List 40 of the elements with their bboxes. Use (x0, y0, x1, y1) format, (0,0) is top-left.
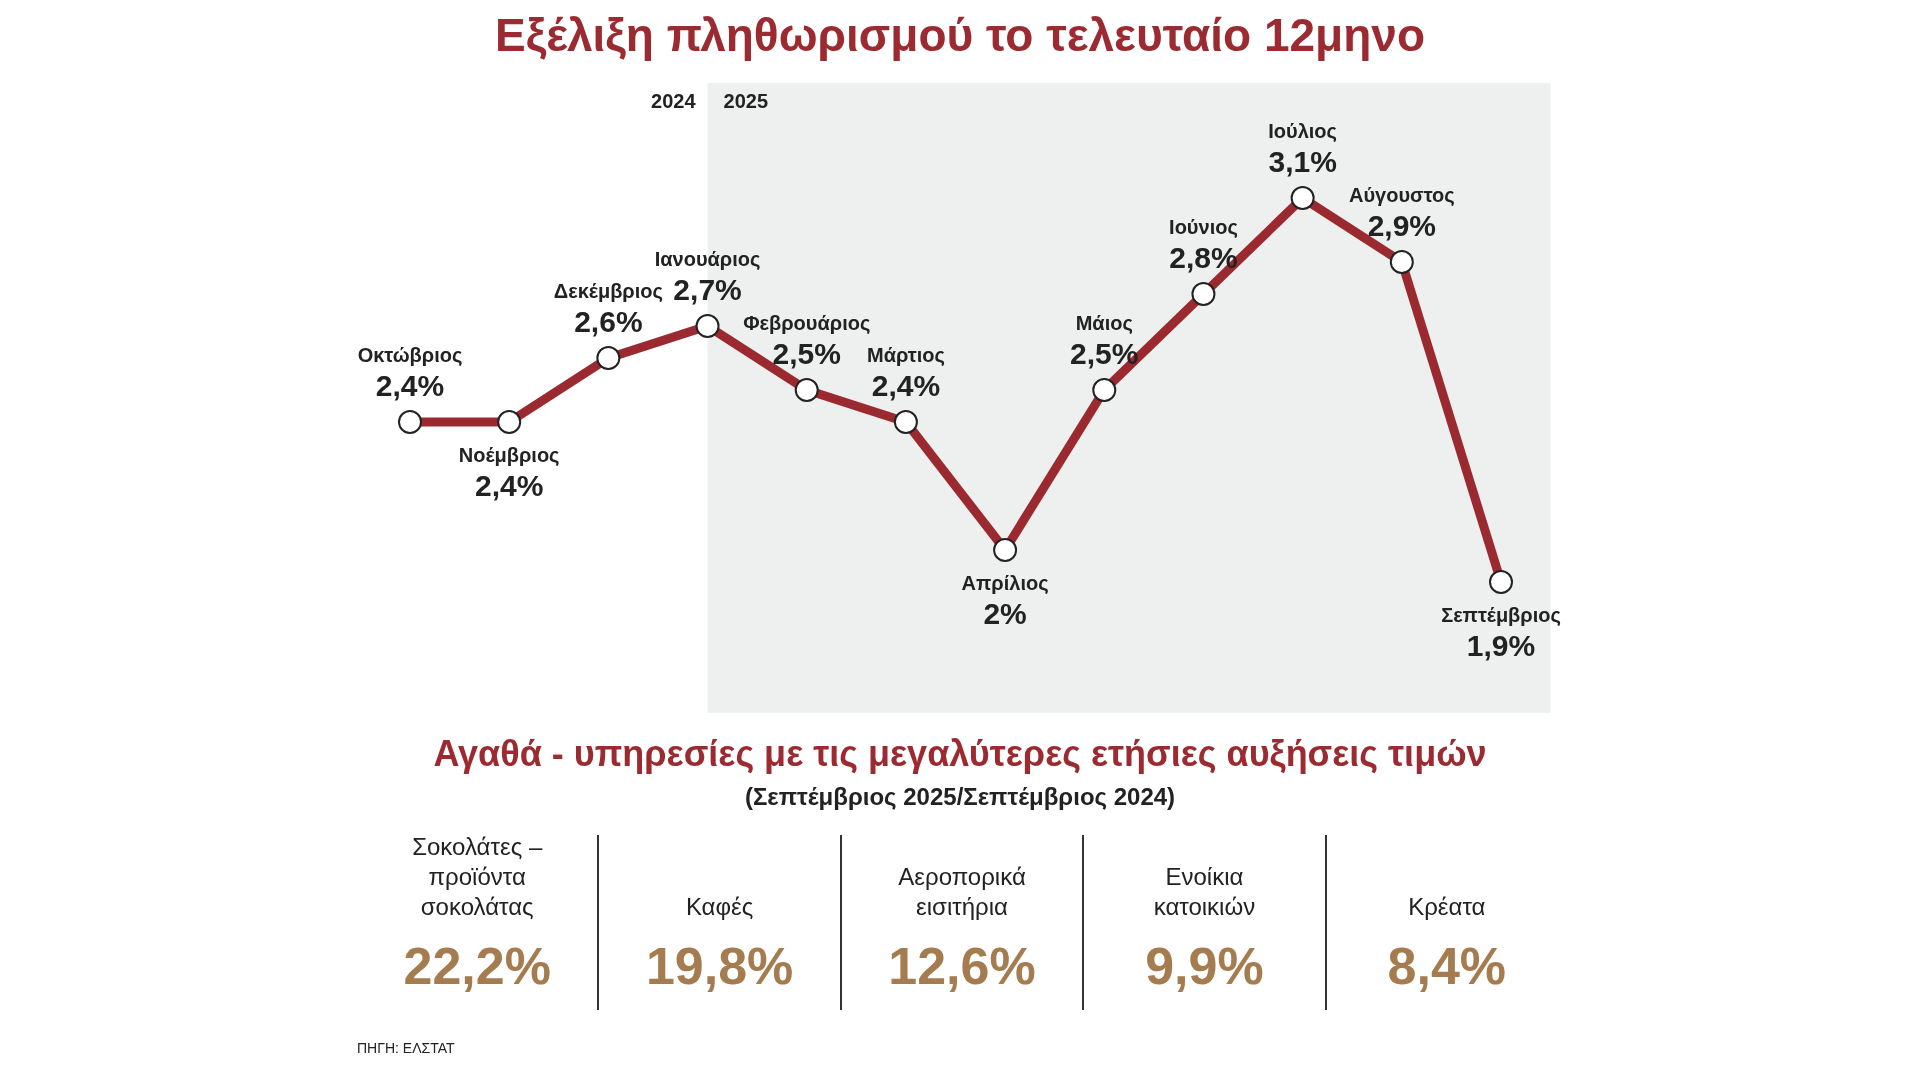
category-label: Κρέατα (1407, 892, 1487, 922)
category-label: Αύγουστος (1348, 183, 1455, 206)
category-label: Φεβρουάριος (743, 311, 871, 334)
category-label: Απρίλιος (961, 571, 1049, 594)
text: ΠΗΓΗ: ΕΛΣΤΑΤ (357, 1040, 455, 1056)
data-label: 2,5% (1070, 337, 1139, 371)
data-label: 2,4% (474, 469, 544, 503)
category-label: Μάρτιος (866, 343, 945, 366)
text: (Σεπτέμβριος 2025/Σεπτέμβριος 2024) (743, 783, 1177, 811)
category-label: Καφές (684, 892, 755, 922)
category-label: Ενοίκια κατοικιών (1152, 862, 1257, 922)
text: 9,9% (1145, 937, 1264, 995)
category-label: Μάιος (1075, 311, 1133, 334)
text: 12,6% (888, 937, 1036, 995)
category-label: Αεροπορικά εισιτήρια (897, 862, 1027, 922)
data-label: 2,6% (574, 305, 643, 339)
data-label: 1,9% (1466, 629, 1536, 663)
category-label: Σοκολάτες – προϊόντα σοκολάτας (411, 832, 544, 922)
data-label: 2,9% (1367, 209, 1437, 243)
category-label: Ιανουάριος (654, 247, 761, 270)
data-label: 2,7% (673, 273, 742, 307)
text: 19,8% (645, 937, 794, 995)
data-label: 2,8% (1169, 241, 1238, 275)
data-label: 3,1% (1268, 145, 1337, 179)
chart-title: Εξέλιξη πληθωρισμού το τελευταίο 12μηνο (494, 8, 1426, 62)
text: Αγαθά - υπηρεσίες με τις μεγαλύτερες ετήσιες αυξήσεις τιμών (432, 733, 1488, 775)
category-label: Νοέμβριος (458, 443, 560, 466)
text: 22,2% (403, 937, 551, 995)
category-label: Σεπτέμβριος (1441, 603, 1561, 626)
category-label: Ιούλιος (1268, 119, 1337, 142)
data-label: 2,4% (871, 369, 941, 403)
text: 8,4% (1387, 937, 1507, 995)
category-label: Οκτώβριος (357, 343, 463, 366)
text: 2024 (651, 89, 697, 112)
data-label: 2% (983, 597, 1027, 631)
data-label: 2,4% (375, 369, 445, 403)
category-label: Δεκέμβριος (553, 279, 663, 302)
band-label: 2025 (723, 89, 769, 112)
data-label: 2,5% (772, 337, 841, 371)
category-label: Ιούνιος (1169, 215, 1238, 238)
